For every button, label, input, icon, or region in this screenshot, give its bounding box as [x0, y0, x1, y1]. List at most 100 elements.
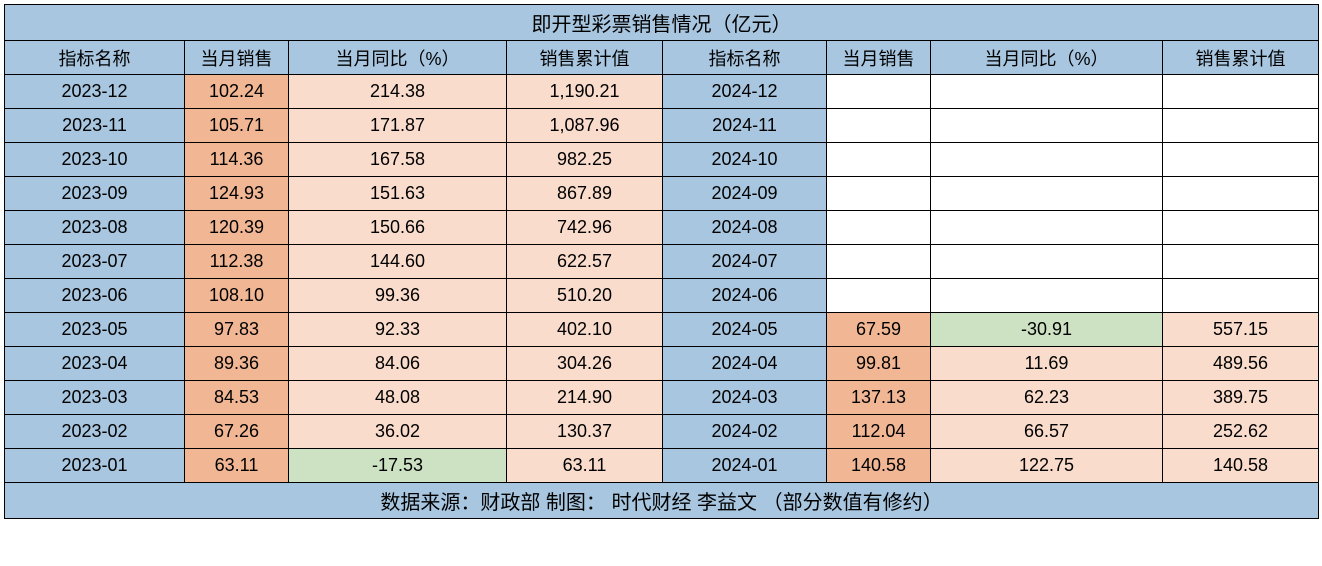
yoy-cell: 171.87	[289, 109, 507, 143]
date-cell: 2024-01	[663, 449, 827, 483]
empty-cell	[931, 245, 1163, 279]
table-footer: 数据来源：财政部 制图： 时代财经 李益文 （部分数值有修约）	[5, 483, 1319, 519]
empty-cell	[827, 245, 931, 279]
table-row: 2023-10114.36167.58982.252024-10	[5, 143, 1319, 177]
date-cell: 2023-12	[5, 75, 185, 109]
sales-cell: 63.11	[185, 449, 289, 483]
yoy-cell: 122.75	[931, 449, 1163, 483]
empty-cell	[931, 211, 1163, 245]
date-cell: 2023-01	[5, 449, 185, 483]
sales-cell: 97.83	[185, 313, 289, 347]
column-header: 指标名称	[663, 41, 827, 75]
yoy-cell: 151.63	[289, 177, 507, 211]
cumulative-cell: 214.90	[507, 381, 663, 415]
yoy-cell: 11.69	[931, 347, 1163, 381]
yoy-cell: 66.57	[931, 415, 1163, 449]
cumulative-cell: 389.75	[1163, 381, 1319, 415]
date-cell: 2023-04	[5, 347, 185, 381]
yoy-cell: 214.38	[289, 75, 507, 109]
date-cell: 2024-09	[663, 177, 827, 211]
table-row: 2023-11105.71171.871,087.962024-11	[5, 109, 1319, 143]
empty-cell	[827, 75, 931, 109]
cumulative-cell: 1,087.96	[507, 109, 663, 143]
column-header: 当月销售	[827, 41, 931, 75]
date-cell: 2023-05	[5, 313, 185, 347]
empty-cell	[1163, 245, 1319, 279]
table-row: 2023-07112.38144.60622.572024-07	[5, 245, 1319, 279]
cumulative-cell: 63.11	[507, 449, 663, 483]
column-header: 销售累计值	[507, 41, 663, 75]
yoy-cell: -30.91	[931, 313, 1163, 347]
empty-cell	[931, 109, 1163, 143]
table-row: 2023-06108.1099.36510.202024-06	[5, 279, 1319, 313]
table-row: 2023-0384.5348.08214.902024-03137.1362.2…	[5, 381, 1319, 415]
sales-cell: 140.58	[827, 449, 931, 483]
date-cell: 2024-10	[663, 143, 827, 177]
column-header: 当月销售	[185, 41, 289, 75]
sales-cell: 105.71	[185, 109, 289, 143]
empty-cell	[1163, 75, 1319, 109]
cumulative-cell: 557.15	[1163, 313, 1319, 347]
date-cell: 2024-04	[663, 347, 827, 381]
table-row: 2023-0163.11-17.5363.112024-01140.58122.…	[5, 449, 1319, 483]
yoy-cell: -17.53	[289, 449, 507, 483]
empty-cell	[1163, 211, 1319, 245]
empty-cell	[1163, 143, 1319, 177]
yoy-cell: 84.06	[289, 347, 507, 381]
cumulative-cell: 402.10	[507, 313, 663, 347]
empty-cell	[931, 279, 1163, 313]
date-cell: 2024-02	[663, 415, 827, 449]
sales-cell: 89.36	[185, 347, 289, 381]
cumulative-cell: 140.58	[1163, 449, 1319, 483]
table-row: 2023-0489.3684.06304.262024-0499.8111.69…	[5, 347, 1319, 381]
table-row: 2023-0267.2636.02130.372024-02112.0466.5…	[5, 415, 1319, 449]
date-cell: 2023-02	[5, 415, 185, 449]
cumulative-cell: 130.37	[507, 415, 663, 449]
sales-cell: 114.36	[185, 143, 289, 177]
sales-cell: 84.53	[185, 381, 289, 415]
date-cell: 2023-09	[5, 177, 185, 211]
date-cell: 2024-05	[663, 313, 827, 347]
yoy-cell: 36.02	[289, 415, 507, 449]
sales-cell: 102.24	[185, 75, 289, 109]
sales-cell: 112.38	[185, 245, 289, 279]
date-cell: 2023-03	[5, 381, 185, 415]
column-header: 当月同比（%）	[289, 41, 507, 75]
lottery-sales-table: 即开型彩票销售情况（亿元）指标名称当月销售当月同比（%）销售累计值指标名称当月销…	[4, 4, 1319, 519]
empty-cell	[1163, 279, 1319, 313]
date-cell: 2023-07	[5, 245, 185, 279]
yoy-cell: 99.36	[289, 279, 507, 313]
empty-cell	[931, 177, 1163, 211]
cumulative-cell: 867.89	[507, 177, 663, 211]
empty-cell	[1163, 109, 1319, 143]
table-row: 2023-08120.39150.66742.962024-08	[5, 211, 1319, 245]
cumulative-cell: 252.62	[1163, 415, 1319, 449]
date-cell: 2024-03	[663, 381, 827, 415]
sales-cell: 99.81	[827, 347, 931, 381]
empty-cell	[931, 143, 1163, 177]
cumulative-cell: 1,190.21	[507, 75, 663, 109]
date-cell: 2023-11	[5, 109, 185, 143]
column-header: 销售累计值	[1163, 41, 1319, 75]
empty-cell	[827, 177, 931, 211]
column-header: 当月同比（%）	[931, 41, 1163, 75]
date-cell: 2023-06	[5, 279, 185, 313]
column-header: 指标名称	[5, 41, 185, 75]
date-cell: 2024-06	[663, 279, 827, 313]
sales-cell: 120.39	[185, 211, 289, 245]
sales-cell: 112.04	[827, 415, 931, 449]
cumulative-cell: 304.26	[507, 347, 663, 381]
sales-cell: 67.59	[827, 313, 931, 347]
sales-cell: 108.10	[185, 279, 289, 313]
table-row: 2023-12102.24214.381,190.212024-12	[5, 75, 1319, 109]
date-cell: 2024-11	[663, 109, 827, 143]
yoy-cell: 62.23	[931, 381, 1163, 415]
yoy-cell: 92.33	[289, 313, 507, 347]
cumulative-cell: 982.25	[507, 143, 663, 177]
empty-cell	[827, 109, 931, 143]
date-cell: 2023-10	[5, 143, 185, 177]
date-cell: 2024-08	[663, 211, 827, 245]
table-row: 2023-0597.8392.33402.102024-0567.59-30.9…	[5, 313, 1319, 347]
sales-cell: 137.13	[827, 381, 931, 415]
sales-cell: 67.26	[185, 415, 289, 449]
